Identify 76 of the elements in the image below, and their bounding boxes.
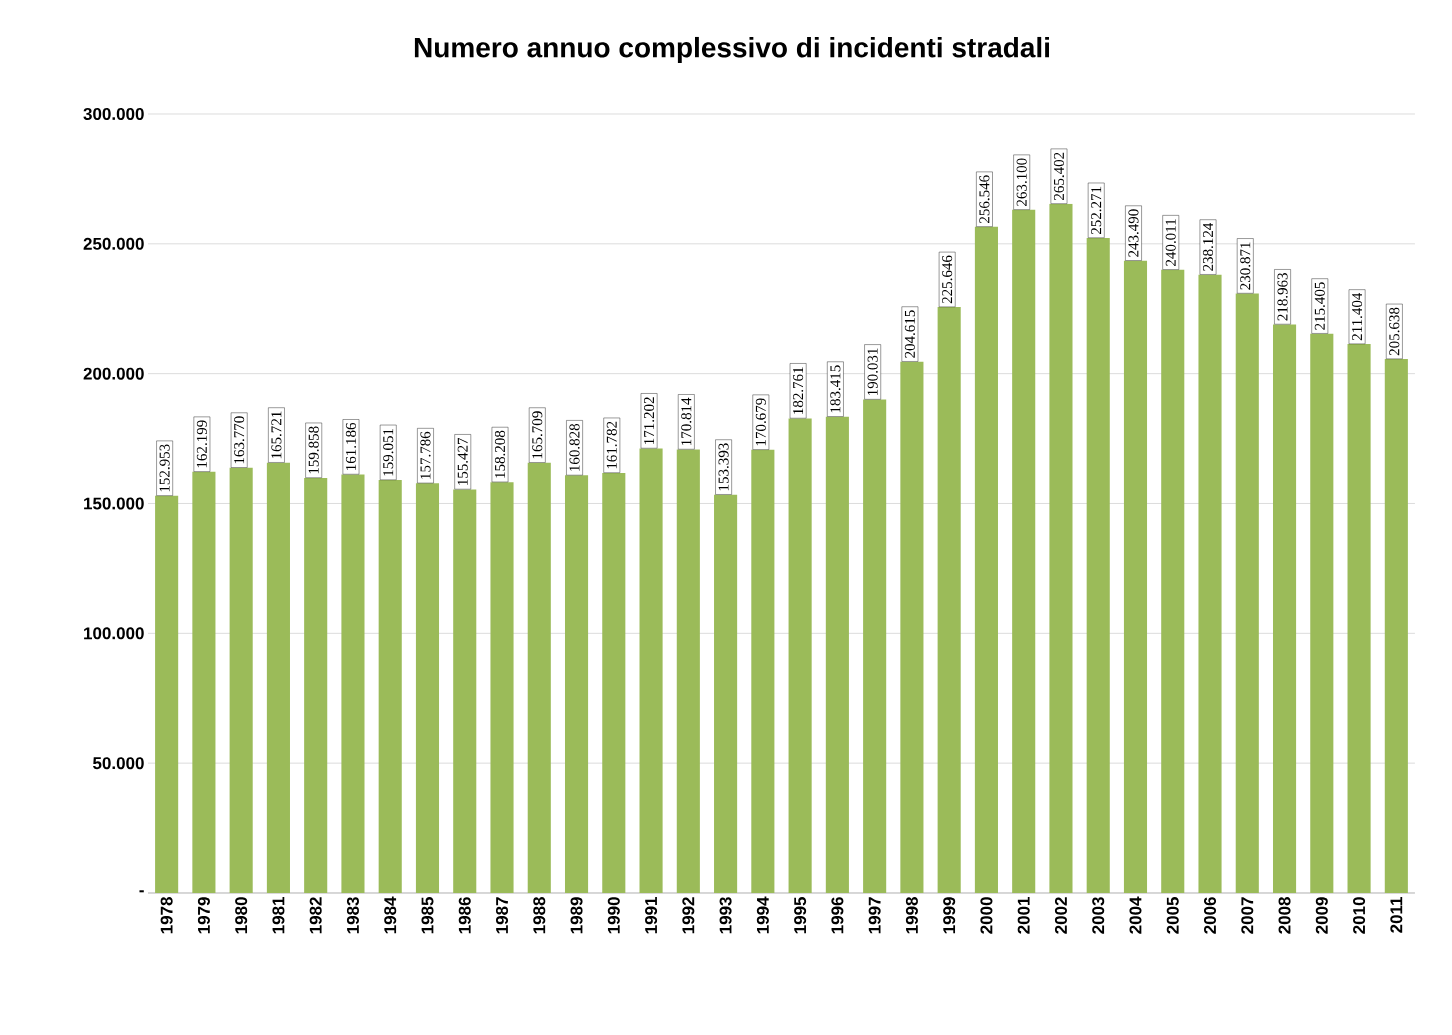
x-tick-label: 1993 (719, 897, 732, 934)
x-tick-label: 2002 (1054, 897, 1067, 934)
x-tick-label: 1995 (794, 897, 807, 934)
data-label: 171.202 (643, 397, 655, 444)
x-tick-label: 2008 (1278, 897, 1291, 934)
chart-title: Numero annuo complessivo di incidenti stradali (414, 36, 1049, 64)
data-label: 152.953 (159, 444, 170, 492)
data-label: 238.124 (1202, 222, 1214, 271)
x-tick-label: 1996 (831, 897, 844, 934)
data-label: 190.031 (867, 348, 878, 396)
x-tick-label: 1986 (458, 897, 471, 934)
y-tick-label: 100.000 (84, 627, 144, 640)
x-tick-label: 1989 (570, 897, 583, 934)
data-label: 165.721 (271, 411, 282, 459)
x-tick-label: 1987 (495, 897, 509, 934)
x-tick-label: 1994 (756, 896, 769, 934)
data-label: 240.011 (1165, 219, 1176, 266)
x-tick-label: 1984 (384, 896, 397, 934)
x-tick-label: 1982 (309, 897, 322, 934)
data-label: 165.709 (532, 411, 543, 459)
data-label: 205.638 (1389, 307, 1400, 356)
y-tick-label: 50.000 (92, 757, 144, 770)
data-label: 155.427 (457, 437, 468, 485)
data-label: 265.402 (1053, 152, 1065, 200)
x-tick-label: 2003 (1092, 897, 1105, 934)
x-tick-label: 2000 (980, 897, 993, 934)
x-tick-label: 2009 (1315, 897, 1328, 934)
data-label: 161.782 (606, 421, 617, 469)
data-label: 163.770 (234, 416, 245, 464)
x-tick-label: 2010 (1353, 897, 1366, 934)
x-tick-label: 1980 (235, 897, 248, 934)
data-label: 159.051 (383, 428, 394, 476)
data-label: 218.963 (1277, 273, 1288, 321)
data-label: 162.199 (196, 420, 207, 468)
data-label: 161.186 (345, 422, 357, 470)
y-tick-label: 200.000 (83, 367, 144, 380)
data-label: 153.393 (718, 443, 729, 491)
data-label: 170.814 (681, 397, 692, 445)
data-label: 170.679 (755, 398, 766, 446)
y-tick-label: 250.000 (83, 237, 144, 250)
data-label: 252.271 (1091, 186, 1102, 235)
x-tick-label: 1981 (272, 897, 285, 934)
x-tick-label: 1991 (645, 897, 658, 934)
data-label: 160.828 (569, 423, 580, 471)
data-label: 182.761 (793, 367, 804, 414)
y-tick-label: - (139, 890, 144, 893)
x-tick-label: 1999 (943, 897, 956, 934)
x-tick-label: 1985 (421, 897, 434, 934)
x-tick-label: 2006 (1204, 897, 1217, 934)
data-label: 225.646 (942, 255, 953, 304)
data-label: 243.490 (1128, 209, 1139, 257)
y-tick-label: 300.000 (83, 107, 144, 121)
y-tick-label: 150.000 (84, 497, 144, 510)
x-tick-label: 1983 (346, 897, 359, 934)
x-tick-label: 2004 (1129, 896, 1142, 934)
data-label: 263.100 (1016, 158, 1027, 206)
data-label: 211.404 (1351, 292, 1363, 341)
x-tick-label: 1992 (682, 897, 695, 934)
data-label: 215.405 (1314, 282, 1325, 330)
x-tick-label: 2007 (1241, 897, 1254, 934)
x-tick-label: 1990 (607, 897, 620, 934)
x-tick-label: 2011 (1390, 896, 1403, 933)
x-tick-label: 2001 (1017, 897, 1030, 934)
x-tick-label: 1979 (197, 897, 210, 934)
data-label: 157.786 (420, 431, 431, 479)
data-label: 230.871 (1240, 242, 1251, 290)
x-tick-label: 1998 (905, 897, 918, 934)
data-label: 159.858 (308, 426, 319, 474)
data-label: 183.415 (830, 365, 841, 413)
data-label: 256.546 (979, 175, 990, 223)
x-tick-label: 1978 (160, 897, 173, 934)
x-tick-label: 1988 (533, 897, 546, 934)
x-tick-label: 2005 (1166, 897, 1179, 934)
data-label: 204.615 (904, 310, 916, 358)
data-label: 158.208 (494, 430, 506, 478)
x-tick-label: 1997 (868, 897, 881, 934)
